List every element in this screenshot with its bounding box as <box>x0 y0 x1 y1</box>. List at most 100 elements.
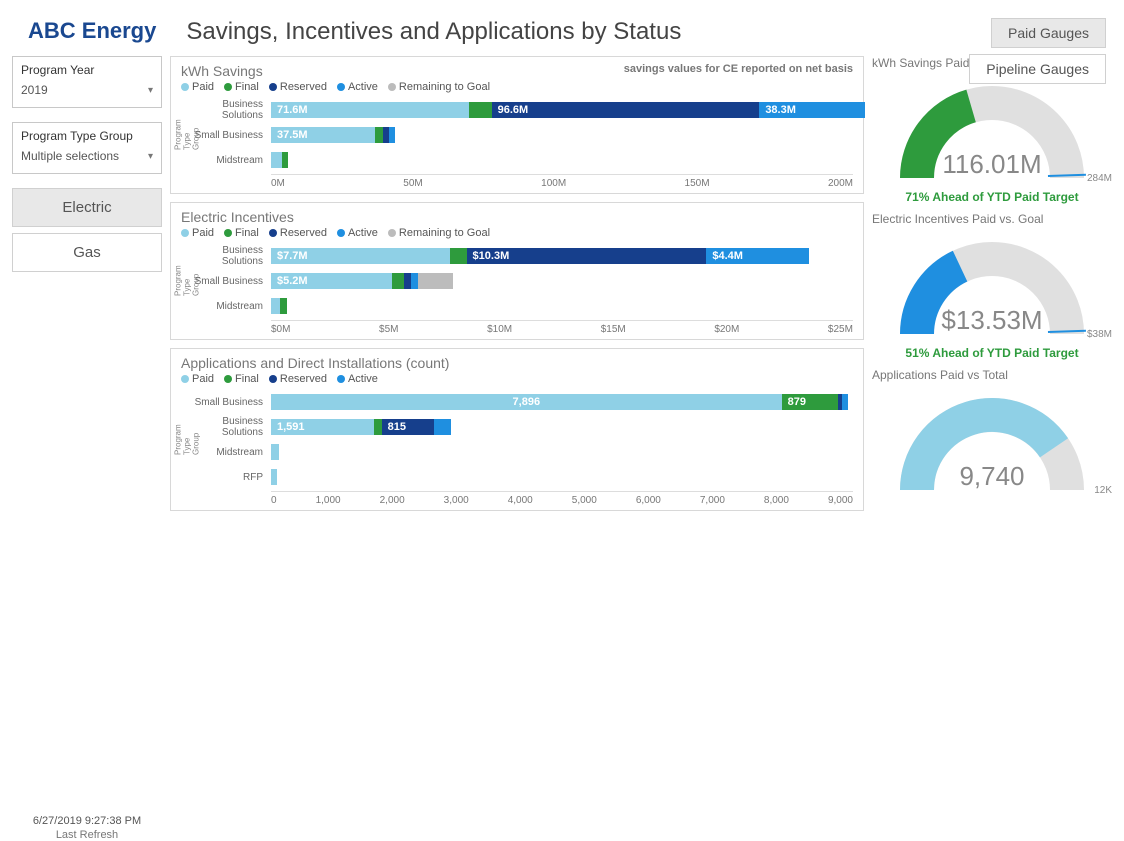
x-axis: $0M $5M $10M $15M $20M $25M <box>271 320 853 335</box>
bar-segment-paid: $7.7M <box>271 248 450 264</box>
bar-row: Business Solutions$7.7M$10.3M$4.4M <box>271 245 853 267</box>
bar-segment-paid <box>271 298 280 314</box>
x-axis-tick: 1,000 <box>316 495 341 506</box>
tab-paid-gauges[interactable]: Paid Gauges <box>991 18 1106 48</box>
x-axis-tick: 0 <box>271 495 277 506</box>
bar-segment-active <box>842 394 848 410</box>
gauge-footer: 51% Ahead of YTD Paid Target <box>872 346 1112 360</box>
x-axis-tick: $0M <box>271 324 290 335</box>
bar-segment-paid: 7,896 <box>271 394 782 410</box>
panel-applications: Applications and Direct Installations (c… <box>170 348 864 511</box>
bar-segment-active <box>434 419 450 435</box>
x-axis-tick: $25M <box>828 324 853 335</box>
filter-type-label: Program Type Group <box>21 129 153 143</box>
legend-item-reserved: Reserved <box>269 227 327 239</box>
x-axis-tick: 7,000 <box>700 495 725 506</box>
x-axis-tick: 0M <box>271 178 285 189</box>
legend-item-final: Final <box>224 227 259 239</box>
chart-subtitle: savings values for CE reported on net ba… <box>624 63 853 75</box>
chart-legend: PaidFinalReservedActiveRemaining to Goal <box>181 81 853 93</box>
bar-category-label: Midstream <box>193 301 269 312</box>
x-axis-tick: 6,000 <box>636 495 661 506</box>
x-axis-tick: 5,000 <box>572 495 597 506</box>
x-axis-tick: $15M <box>601 324 626 335</box>
bar-category-label: Small Business <box>193 130 269 141</box>
bar-category-label: RFP <box>193 472 269 483</box>
page-title: Savings, Incentives and Applications by … <box>186 18 681 46</box>
chart-title: Applications and Direct Installations (c… <box>181 355 853 371</box>
legend-item-final: Final <box>224 81 259 93</box>
x-axis-tick: 200M <box>828 178 853 189</box>
panel-kwh-savings: kWh Savingssavings values for CE reporte… <box>170 56 864 194</box>
filter-program-type[interactable]: Program Type Group Multiple selections ▾ <box>12 122 162 174</box>
last-refresh-label: Last Refresh <box>12 829 162 841</box>
legend-item-final: Final <box>224 373 259 385</box>
bar-category-label: Small Business <box>193 276 269 287</box>
x-axis-tick: 9,000 <box>828 495 853 506</box>
gauge-electric-incentives: Electric Incentives Paid vs. Goal $13.53M… <box>872 212 1112 360</box>
legend-item-active: Active <box>337 373 378 385</box>
legend-item-remaining: Remaining to Goal <box>388 227 490 239</box>
gauge-max: $38M <box>1087 329 1112 340</box>
gauge-value: $13.53M <box>882 305 1102 336</box>
bar-segment-active <box>389 127 395 143</box>
x-axis-tick: $10M <box>487 324 512 335</box>
gauge-title: Applications Paid vs Total <box>872 368 1112 382</box>
bar-segment-active <box>411 273 418 289</box>
bar-category-label: Business Solutions <box>193 245 269 267</box>
bar-segment-final <box>374 419 382 435</box>
bar-row: Midstream <box>271 295 853 317</box>
legend-item-paid: Paid <box>181 81 214 93</box>
chevron-down-icon: ▾ <box>148 151 153 162</box>
bar-segment-reserved: $10.3M <box>467 248 707 264</box>
legend-item-reserved: Reserved <box>269 373 327 385</box>
legend-item-paid: Paid <box>181 227 214 239</box>
x-axis-tick: 100M <box>541 178 566 189</box>
bar-segment-final: 879 <box>782 394 839 410</box>
x-axis-tick: $20M <box>714 324 739 335</box>
bar-segment-active: 38.3M <box>759 102 865 118</box>
bar-segment-active: $4.4M <box>706 248 808 264</box>
bar-category-label: Midstream <box>193 155 269 166</box>
x-axis-tick: 8,000 <box>764 495 789 506</box>
bar-segment-reserved: 815 <box>382 419 435 435</box>
bar-segment-final <box>450 248 466 264</box>
toggle-electric[interactable]: Electric <box>12 188 162 227</box>
panel-electric-incentives: Electric IncentivesPaidFinalReservedActi… <box>170 202 864 340</box>
bar-segment-paid: $5.2M <box>271 273 392 289</box>
bar-row: RFP <box>271 466 853 488</box>
bar-row: Business Solutions71.6M96.6M38.3M <box>271 99 853 121</box>
legend-item-paid: Paid <box>181 373 214 385</box>
filter-program-year[interactable]: Program Year 2019 ▾ <box>12 56 162 108</box>
bar-row: Business Solutions1,591815 <box>271 416 853 438</box>
bar-segment-paid <box>271 469 277 485</box>
bar-row: Small Business$5.2M <box>271 270 853 292</box>
toggle-gas[interactable]: Gas <box>12 233 162 272</box>
bar-category-label: Business Solutions <box>193 416 269 438</box>
bar-segment-reserved <box>404 273 411 289</box>
bar-row: Midstream <box>271 149 853 171</box>
bar-segment-reserved: 96.6M <box>492 102 760 118</box>
x-axis-tick: 2,000 <box>380 495 405 506</box>
bar-category-label: Business Solutions <box>193 99 269 121</box>
x-axis-tick: 4,000 <box>508 495 533 506</box>
gauge-footer: 71% Ahead of YTD Paid Target <box>872 190 1112 204</box>
bar-row: Small Business37.5M <box>271 124 853 146</box>
chart-title: kWh Savingssavings values for CE reporte… <box>181 63 853 79</box>
bar-segment-final <box>375 127 383 143</box>
bar-segment-paid <box>271 444 279 460</box>
chart-legend: Paid Final Reserved Active <box>181 373 853 385</box>
chart-legend: PaidFinalReservedActiveRemaining to Goal <box>181 227 853 239</box>
x-axis-tick: 150M <box>685 178 710 189</box>
x-axis: 01,0002,0003,0004,0005,0006,0007,0008,00… <box>271 491 853 506</box>
gauge-value: 9,740 <box>882 461 1102 492</box>
x-axis-tick: $5M <box>379 324 398 335</box>
bar-segment-paid: 71.6M <box>271 102 469 118</box>
gauge-kwh-savings: kWh Savings Paid vs. Goal116.01M284M71% … <box>872 56 1112 204</box>
chevron-down-icon: ▾ <box>148 85 153 96</box>
bar-segment-final <box>282 152 288 168</box>
bar-row: Midstream <box>271 441 853 463</box>
gauge-title: Electric Incentives Paid vs. Goal <box>872 212 1112 226</box>
bar-segment-paid <box>271 152 282 168</box>
bar-segment-paid: 1,591 <box>271 419 374 435</box>
